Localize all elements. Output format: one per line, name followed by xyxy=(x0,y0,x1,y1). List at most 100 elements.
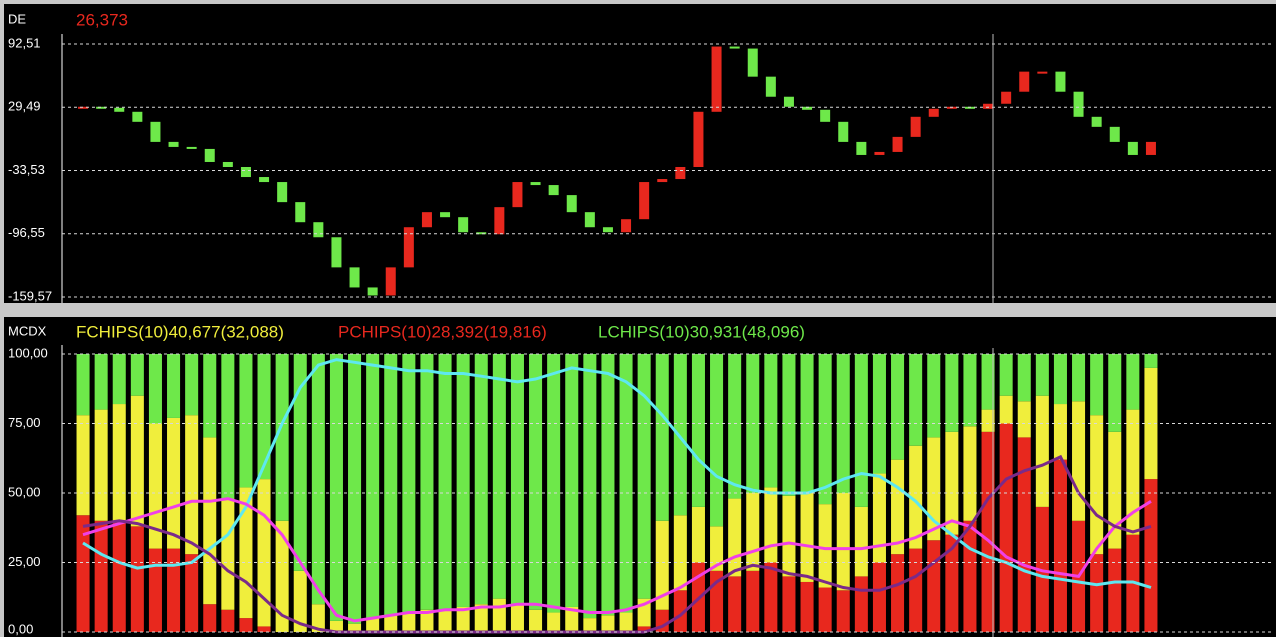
bar-segment xyxy=(510,354,524,605)
bar-segment xyxy=(239,354,253,488)
candle xyxy=(747,48,758,77)
candle xyxy=(1091,116,1102,127)
candle xyxy=(602,227,613,233)
bar-segment xyxy=(655,520,669,610)
bar-segment xyxy=(366,354,380,619)
bar-segment xyxy=(1053,354,1067,405)
bar-segment xyxy=(257,354,271,480)
bar-segment xyxy=(565,354,579,607)
bar-segment xyxy=(691,506,705,563)
bar-segment xyxy=(420,609,434,632)
bar-segment xyxy=(981,431,995,632)
candle xyxy=(367,287,378,296)
bar-segment xyxy=(203,354,217,438)
frame-top xyxy=(0,0,1276,4)
y-tick-label: 25,00 xyxy=(8,554,41,569)
candle xyxy=(584,212,595,228)
bar-segment xyxy=(800,493,814,582)
candle xyxy=(675,166,686,180)
candle xyxy=(204,148,215,162)
bar-segment xyxy=(1108,354,1122,432)
bar-segment xyxy=(583,618,597,632)
bar-segment xyxy=(818,504,832,588)
bar-segment xyxy=(293,354,307,571)
candle xyxy=(729,46,740,49)
bar-segment xyxy=(1090,354,1104,416)
bar-segment xyxy=(673,590,687,632)
candle xyxy=(548,185,559,196)
candle xyxy=(186,146,197,149)
bar-segment xyxy=(764,562,778,632)
bar-segment xyxy=(1090,415,1104,555)
bar-segment xyxy=(1072,401,1086,521)
bar-segment xyxy=(1126,354,1140,410)
bar-segment xyxy=(547,612,561,632)
bar-segment xyxy=(293,570,307,632)
candle xyxy=(910,116,921,137)
bar-segment xyxy=(909,445,923,549)
candle xyxy=(78,106,89,109)
bar-segment xyxy=(257,626,271,632)
panel-separator xyxy=(0,303,1276,317)
candle xyxy=(983,103,994,109)
bar-segment xyxy=(167,548,181,632)
candle xyxy=(765,76,776,97)
bar-segment xyxy=(221,609,235,632)
bar-segment xyxy=(746,570,760,632)
bar-segment xyxy=(655,354,669,521)
candle xyxy=(494,207,505,235)
bar-segment xyxy=(1053,404,1067,460)
bar-segment xyxy=(402,354,416,613)
bar-segment xyxy=(148,423,162,549)
bar-segment xyxy=(891,554,905,632)
bar-segment xyxy=(764,354,778,488)
candle xyxy=(892,136,903,152)
bar-segment xyxy=(94,354,108,410)
bar-segment xyxy=(818,354,832,505)
bar-segment xyxy=(1017,437,1031,632)
bar-segment xyxy=(963,354,977,427)
bar-segment xyxy=(456,606,470,632)
bar-segment xyxy=(673,515,687,591)
candle xyxy=(295,202,306,223)
bar-segment xyxy=(728,576,742,632)
bar-segment xyxy=(456,354,470,607)
bar-segment xyxy=(529,354,543,610)
bar-segment xyxy=(257,479,271,627)
bar-segment xyxy=(438,354,452,610)
bar-segment xyxy=(782,576,796,632)
bar-segment xyxy=(927,437,941,541)
bar-segment xyxy=(221,354,235,499)
bar-segment xyxy=(854,576,868,632)
candle xyxy=(621,219,632,233)
bar-segment xyxy=(112,354,126,405)
bar-segment xyxy=(311,604,325,632)
candle xyxy=(150,121,161,142)
bar-segment xyxy=(1017,401,1031,438)
bar-segment xyxy=(891,354,905,460)
bar-segment xyxy=(148,354,162,424)
bar-segment xyxy=(130,354,144,396)
candle xyxy=(96,106,107,109)
bar-segment xyxy=(474,354,488,605)
candle xyxy=(856,141,867,155)
bar-segment xyxy=(275,354,289,521)
bar-segment xyxy=(94,409,108,521)
candle xyxy=(1037,71,1048,74)
candle xyxy=(1055,71,1066,92)
bar-segment xyxy=(691,354,705,507)
candle xyxy=(476,232,487,235)
bar-segment xyxy=(565,606,579,632)
candle xyxy=(1109,126,1120,142)
candle xyxy=(1019,71,1030,92)
candle xyxy=(277,182,288,203)
candle xyxy=(928,108,939,117)
candle xyxy=(512,182,523,208)
y-tick-label: 75,00 xyxy=(8,415,41,430)
y-tick-label: 29,49 xyxy=(8,99,41,114)
candle xyxy=(421,212,432,228)
bar-segment xyxy=(854,354,868,507)
bar-segment xyxy=(945,354,959,432)
